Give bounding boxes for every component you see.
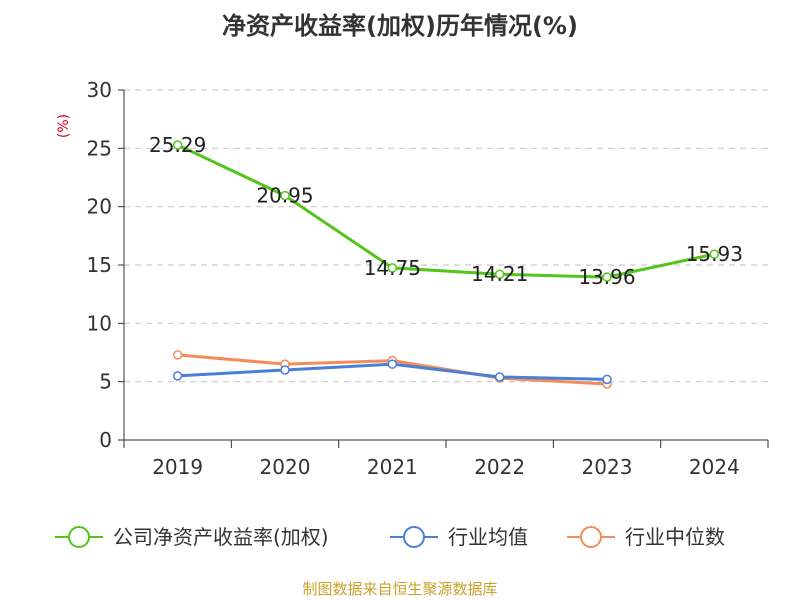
data-point-roe (494, 269, 505, 279)
data-point-industry_avg (172, 371, 183, 381)
data-label: 25.29 (149, 133, 206, 157)
data-point-industry_avg (280, 365, 290, 375)
legend-marker-industry_median (580, 526, 602, 548)
y-tick-label: 15 (87, 253, 112, 277)
data-point-industry_avg (387, 359, 398, 369)
source-note: 制图数据来自恒生聚源数据库 (302, 580, 498, 598)
x-tick-label: 2023 (582, 455, 633, 479)
data-label: 13.96 (578, 265, 635, 289)
data-label: 20.95 (256, 184, 313, 208)
series-line-roe (177, 143, 715, 279)
y-tick-label: 5 (99, 370, 112, 394)
y-tick-label: 25 (87, 136, 112, 160)
data-point-industry_avg (494, 372, 505, 382)
x-tick-label: 2024 (689, 455, 740, 479)
x-tick-label: 2020 (260, 455, 311, 479)
data-point-roe (602, 272, 612, 282)
data-label: 14.21 (471, 262, 528, 286)
data-point-roe (280, 190, 290, 201)
y-tick-label: 30 (87, 78, 112, 102)
chart-title: 净资产收益率(加权)历年情况(%) (222, 12, 578, 40)
x-tick-label: 2019 (152, 455, 203, 479)
legend-label: 行业中位数 (625, 525, 725, 549)
data-point-industry_median (172, 350, 183, 360)
y-tick-label: 0 (99, 428, 112, 452)
data-label: 14.75 (364, 256, 421, 280)
data-point-roe (172, 140, 183, 150)
legend-label: 行业均值 (448, 525, 528, 549)
x-tick-label: 2022 (474, 455, 525, 479)
legend-label: 公司净资产收益率(加权) (113, 525, 329, 549)
x-tick-label: 2021 (367, 455, 418, 479)
data-point-roe (709, 249, 720, 259)
y-tick-label: 10 (87, 311, 112, 335)
y-tick-label: 20 (87, 195, 112, 219)
data-point-roe (387, 263, 398, 273)
data-label: 15.93 (686, 242, 743, 266)
legend-marker-roe (68, 526, 90, 548)
legend-marker-industry_avg (403, 526, 425, 548)
y-axis-label: (%) (56, 114, 72, 138)
data-point-industry_avg (602, 374, 612, 385)
